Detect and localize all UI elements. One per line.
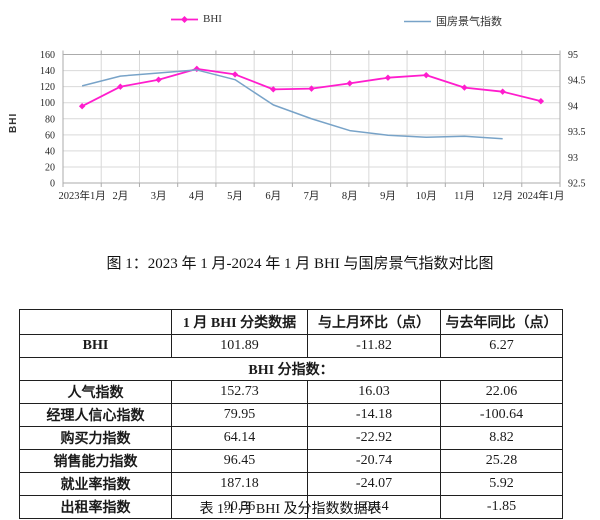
left-axis-tick-label: 160 [40, 50, 55, 61]
index-label-cell: 人气指数 [19, 380, 172, 404]
x-axis-category-label: 10月 [416, 190, 437, 202]
index-value-cell: 6.27 [440, 334, 563, 358]
bhi-data-point-marker [499, 88, 506, 95]
legend-label-boom-index: 国房景气指数 [436, 16, 502, 28]
index-value-cell: -20.74 [307, 449, 441, 473]
index-value-cell: 96.45 [171, 449, 308, 473]
x-axis-category-label: 2月 [112, 190, 128, 202]
index-value-cell: 64.14 [171, 426, 308, 450]
index-label-cell: BHI [19, 334, 172, 358]
table-row: 出租率指数 90.36 -0.14 -1.85 [19, 495, 563, 519]
table-caption: 表 1:1 月 BHI 及分指数数据表 [199, 502, 382, 517]
index-value-cell: 8.82 [440, 426, 563, 450]
bhi-index-table: 1 月 BHI 分类数据 与上月环比（点） 与去年同比（点） BHI 101.89… [19, 309, 563, 519]
left-axis-tick-label: 80 [45, 114, 55, 125]
index-label-cell: 经理人信心指数 [19, 403, 172, 427]
right-axis-tick-label: 94.5 [568, 76, 586, 87]
bhi-data-point-marker [78, 103, 86, 110]
table-row: 销售能力指数 96.45 -20.74 25.28 [19, 449, 563, 473]
left-axis-tick-label: 120 [40, 82, 55, 93]
bhi-data-point-marker [231, 71, 239, 78]
figure-caption: 图 1：2023 年 1 月-2024 年 1 月 BHI 与国房景气指数对比图 [106, 256, 494, 272]
left-axis-tick-label: 0 [50, 179, 55, 190]
header-cell-empty [19, 309, 172, 335]
index-label-cell: 出租率指数 [19, 495, 172, 519]
index-label-cell: 购买力指数 [19, 426, 172, 450]
index-value-cell: -100.64 [440, 403, 563, 427]
bhi-data-point-marker [537, 97, 545, 105]
table-row: BHI 分指数： [19, 357, 563, 381]
right-axis-tick-label: 93 [568, 153, 578, 164]
x-axis-category-label: 4月 [189, 190, 205, 202]
x-axis-category-label: 7月 [304, 190, 320, 202]
header-cell-mom-change: 与上月环比（点） [307, 309, 441, 335]
table-body: BHI 101.89 -11.82 6.27 BHI 分指数： 人气指数 152.73 16.… [19, 334, 563, 519]
right-axis-tick-label: 94 [568, 101, 578, 112]
bhi-line-marker-icon [171, 15, 198, 23]
right-axis-tick-label: 93.5 [568, 127, 586, 138]
bhi-data-point-marker [117, 83, 124, 90]
bhi-data-point-marker [461, 84, 468, 91]
x-axis-category-label: 2024年1月 [517, 189, 564, 202]
x-axis-category-label: 3月 [151, 190, 167, 202]
x-axis-category-label: 8月 [342, 190, 358, 202]
index-value-cell: -0.14 [307, 495, 441, 519]
index-value-cell: 90.36 [171, 495, 308, 519]
table-row: BHI 101.89 -11.82 6.27 [19, 334, 563, 358]
x-axis-category-label: 11月 [454, 190, 475, 202]
plot-border [62, 54, 561, 184]
header-cell-yoy-change: 与去年同比（点） [440, 309, 563, 335]
bhi-data-point-marker [384, 74, 392, 81]
index-value-cell: 22.06 [440, 380, 563, 404]
legend-label-bhi: BHI [203, 13, 222, 25]
index-value-cell: -14.18 [307, 403, 441, 427]
header-cell-january-data: 1 月 BHI 分类数据 [171, 309, 308, 335]
bhi-data-point-marker [155, 76, 162, 83]
table-row: 购买力指数 64.14 -22.92 8.82 [19, 426, 563, 450]
table-row: 经理人信心指数 79.95 -14.18 -100.64 [19, 403, 563, 427]
left-axis-tick-label: 60 [45, 130, 55, 141]
index-value-cell: 25.28 [440, 449, 563, 473]
index-value-cell: 79.95 [171, 403, 308, 427]
index-value-cell: 5.92 [440, 472, 563, 496]
table-header: 1 月 BHI 分类数据 与上月环比（点） 与去年同比（点） [19, 309, 563, 335]
index-value-cell: 187.18 [171, 472, 308, 496]
index-label-cell: 销售能力指数 [19, 449, 172, 473]
left-axis-tick-label: 40 [45, 146, 55, 157]
index-value-cell: 101.89 [171, 334, 308, 358]
left-axis-tick-label: 140 [40, 66, 55, 77]
index-value-cell: 16.03 [307, 380, 441, 404]
bhi-vs-boom-index-line-chart: 0 20 40 60 80 100 120 140 160 92.5 93 93.5 94 94.5 95 2… [40, 50, 586, 202]
bhi-data-point-marker [270, 86, 277, 93]
section-row-cell: BHI 分指数： [19, 357, 563, 381]
boom-index-line-icon [404, 20, 431, 22]
index-value-cell: 152.73 [171, 380, 308, 404]
table-row: 就业率指数 187.18 -24.07 5.92 [19, 472, 563, 496]
right-axis-tick-label: 92.5 [568, 179, 586, 190]
x-axis-category-label: 5月 [227, 190, 243, 202]
right-axis-tick-label: 95 [568, 50, 578, 61]
index-value-cell: -11.82 [307, 334, 441, 358]
legend-diamond [181, 15, 188, 23]
x-axis-category-label: 9月 [380, 190, 396, 202]
x-axis-category-label: 12月 [492, 190, 513, 202]
bhi-data-point-marker [422, 71, 430, 79]
index-label-cell: 就业率指数 [19, 472, 172, 496]
table-row: 人气指数 152.73 16.03 22.06 [19, 380, 563, 404]
left-axis-tick-label: 20 [45, 162, 55, 173]
table-header-row: 1 月 BHI 分类数据 与上月环比（点） 与去年同比（点） [19, 309, 563, 335]
legend-item-boom-index: 国房景气指数 [404, 13, 502, 29]
index-value-cell: -24.07 [307, 472, 441, 496]
index-value-cell: -1.85 [440, 495, 563, 519]
left-axis-tick-label: 100 [40, 98, 55, 109]
bhi-data-point-marker [346, 80, 353, 87]
boom-index-series-line [81, 69, 503, 140]
x-axis-category-label: 2023年1月 [58, 189, 105, 202]
index-value-cell: -22.92 [307, 426, 441, 450]
bhi-data-point-marker [308, 85, 315, 92]
x-axis-category-label: 6月 [265, 190, 281, 202]
legend-item-bhi: BHI [171, 13, 222, 25]
